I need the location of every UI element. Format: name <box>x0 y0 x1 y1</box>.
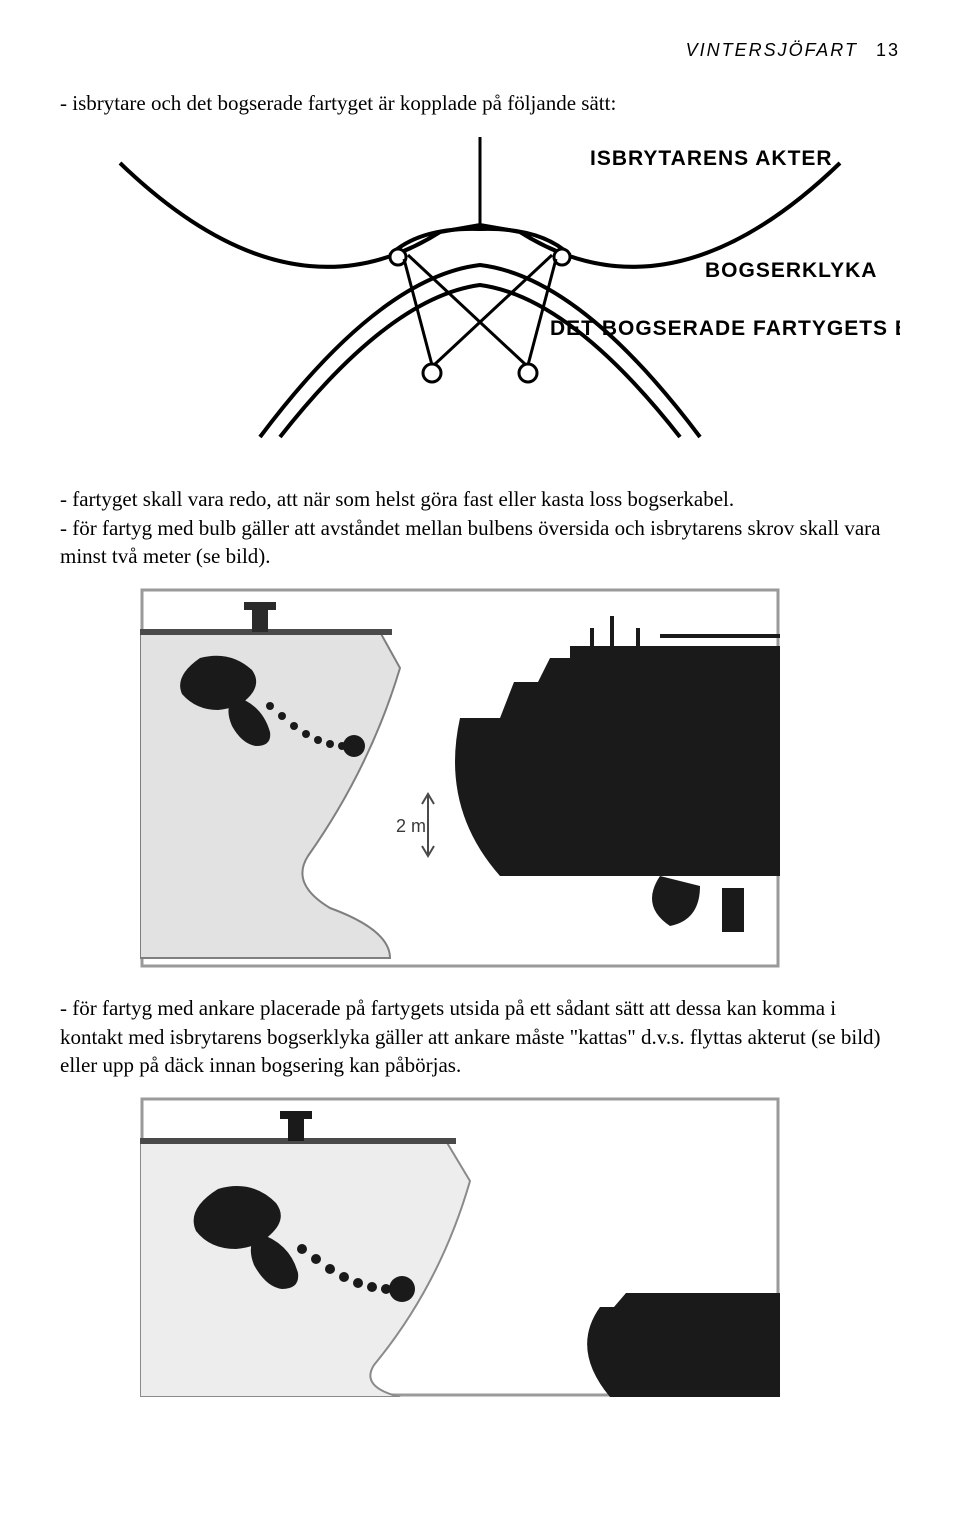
header-page-number: 13 <box>876 40 900 61</box>
paragraph-3: - för fartyg med ankare placerade på far… <box>60 994 900 1079</box>
paragraph-2b: - för fartyg med bulb gäller att avstånd… <box>60 514 900 571</box>
paragraph-1: - isbrytare och det bogserade fartyget ä… <box>60 89 900 117</box>
fig1-label-bottom: DET BOGSERADE FARTYGETS BOG <box>550 317 900 340</box>
fig1-label-mid: BOGSERKLYKA <box>705 259 877 282</box>
figure-towing-diagram: ISBRYTARENS AKTER BOGSERKLYKA DET BOGSER… <box>60 137 900 457</box>
page-header: VINTERSJÖFART 13 <box>60 40 900 61</box>
figure-bulb-clearance: 2 m <box>140 588 780 968</box>
fig1-label-top: ISBRYTARENS AKTER <box>590 147 833 170</box>
fig2-distance-label: 2 m <box>396 816 426 836</box>
paragraph-2a: - fartyget skall vara redo, att när som … <box>60 485 900 513</box>
figure-anchor-catted <box>140 1097 780 1397</box>
header-title: VINTERSJÖFART <box>686 40 858 61</box>
